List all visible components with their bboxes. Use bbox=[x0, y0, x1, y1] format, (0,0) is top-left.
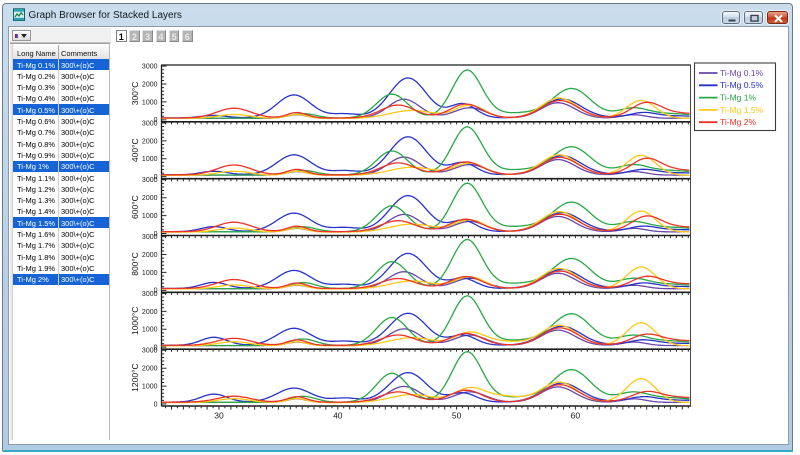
svg-text:1000: 1000 bbox=[142, 327, 158, 334]
svg-text:3000: 3000 bbox=[142, 177, 158, 184]
svg-text:400°C: 400°C bbox=[130, 138, 140, 162]
svg-text:0: 0 bbox=[154, 345, 158, 352]
svg-text:3000: 3000 bbox=[142, 120, 158, 127]
svg-text:2000: 2000 bbox=[142, 195, 158, 202]
svg-text:Ti-Mg 0.1%: Ti-Mg 0.1% bbox=[720, 68, 764, 78]
svg-text:800°C: 800°C bbox=[130, 252, 140, 276]
svg-text:60: 60 bbox=[571, 411, 581, 421]
svg-text:Ti-Mg 1.5%: Ti-Mg 1.5% bbox=[720, 105, 764, 115]
svg-text:2000: 2000 bbox=[142, 252, 158, 259]
svg-text:2000: 2000 bbox=[142, 366, 158, 373]
svg-text:Ti-Mg 2%: Ti-Mg 2% bbox=[720, 117, 756, 127]
svg-text:40: 40 bbox=[333, 411, 343, 421]
svg-text:3000: 3000 bbox=[142, 291, 158, 298]
svg-text:0: 0 bbox=[154, 401, 158, 408]
svg-text:3000: 3000 bbox=[142, 64, 158, 71]
svg-text:Ti-Mg 1%: Ti-Mg 1% bbox=[720, 93, 756, 103]
svg-text:2000: 2000 bbox=[142, 138, 158, 145]
svg-text:1000: 1000 bbox=[142, 270, 158, 277]
svg-text:2000: 2000 bbox=[142, 309, 158, 316]
svg-text:1000°C: 1000°C bbox=[130, 307, 140, 335]
svg-text:3000: 3000 bbox=[142, 348, 158, 355]
svg-text:3000: 3000 bbox=[142, 234, 158, 241]
svg-text:0: 0 bbox=[154, 174, 158, 181]
svg-text:Ti-Mg 0.5%: Ti-Mg 0.5% bbox=[720, 80, 764, 90]
svg-text:50: 50 bbox=[452, 411, 462, 421]
svg-text:1000: 1000 bbox=[142, 156, 158, 163]
svg-text:300°C: 300°C bbox=[130, 82, 140, 106]
svg-text:1000: 1000 bbox=[142, 213, 158, 220]
svg-text:0: 0 bbox=[154, 288, 158, 295]
svg-text:0: 0 bbox=[154, 117, 158, 124]
svg-text:30: 30 bbox=[214, 411, 224, 421]
svg-text:2000: 2000 bbox=[142, 81, 158, 88]
svg-text:1000: 1000 bbox=[142, 99, 158, 106]
svg-text:600°C: 600°C bbox=[130, 195, 140, 219]
svg-text:1200°C: 1200°C bbox=[130, 363, 140, 391]
svg-text:0: 0 bbox=[154, 231, 158, 238]
svg-text:1000: 1000 bbox=[142, 384, 158, 391]
